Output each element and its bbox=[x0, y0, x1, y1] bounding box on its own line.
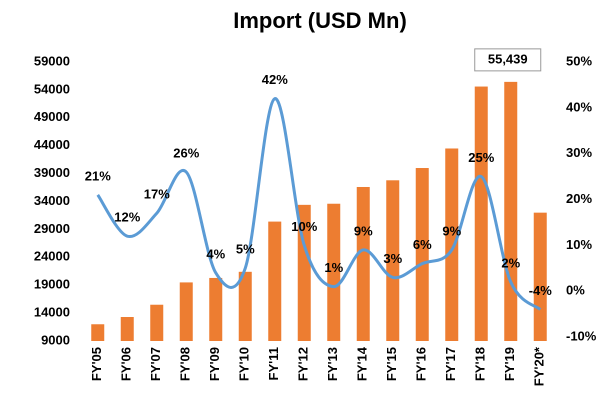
data-label-box bbox=[474, 48, 542, 72]
bar bbox=[120, 317, 134, 341]
x-tick-label: FY'16 bbox=[414, 347, 429, 381]
x-tick-label: FY'19 bbox=[502, 347, 517, 381]
bar bbox=[356, 186, 370, 341]
bar bbox=[445, 148, 459, 341]
bar bbox=[297, 204, 311, 341]
data-label: 3% bbox=[383, 251, 402, 266]
data-label: 9% bbox=[442, 223, 461, 238]
bar bbox=[533, 212, 547, 341]
x-tick-label: FY'18 bbox=[473, 347, 488, 381]
x-tick-label: FY'10 bbox=[237, 347, 252, 381]
y-tick-label: 54000 bbox=[34, 81, 70, 96]
bar bbox=[238, 271, 252, 341]
y2-tick-label: 50% bbox=[566, 53, 592, 68]
chart-title: Import (USD Mn) bbox=[233, 8, 407, 33]
y-tick-label: 49000 bbox=[34, 109, 70, 124]
data-label: 1% bbox=[324, 260, 343, 275]
bar bbox=[386, 180, 400, 341]
data-label: 25% bbox=[468, 150, 494, 165]
data-label: 10% bbox=[291, 219, 317, 234]
bar bbox=[474, 86, 488, 341]
data-label: 55,439 bbox=[488, 51, 528, 66]
data-label: -4% bbox=[529, 283, 553, 298]
x-tick-label: FY'08 bbox=[178, 347, 193, 381]
y-tick-label: 59000 bbox=[34, 53, 70, 68]
y-tick-label: 34000 bbox=[34, 193, 70, 208]
bar bbox=[268, 221, 282, 341]
y-tick-label: 14000 bbox=[34, 305, 70, 320]
y2-tick-label: 40% bbox=[566, 99, 592, 114]
line bbox=[96, 97, 542, 311]
bar bbox=[415, 168, 429, 341]
y-tick-label: 9000 bbox=[41, 332, 70, 347]
data-label: 42% bbox=[262, 72, 288, 87]
bar bbox=[327, 203, 341, 341]
y-tick-label: 39000 bbox=[34, 165, 70, 180]
data-label: 5% bbox=[236, 242, 255, 257]
x-tick-label: FY'17 bbox=[443, 347, 458, 381]
bar bbox=[91, 324, 105, 341]
y-tick-label: 29000 bbox=[34, 221, 70, 236]
x-tick-label: FY'09 bbox=[207, 347, 222, 381]
x-tick-label: FY'05 bbox=[89, 347, 104, 381]
data-label: 17% bbox=[144, 187, 170, 202]
y2-tick-label: 20% bbox=[566, 191, 592, 206]
data-label: 21% bbox=[85, 168, 111, 183]
data-label: 6% bbox=[413, 237, 432, 252]
x-tick-label: FY'15 bbox=[384, 347, 399, 381]
data-label: 2% bbox=[501, 255, 520, 270]
y2-tick-label: 30% bbox=[566, 145, 592, 160]
y2-tick-label: -10% bbox=[566, 328, 597, 343]
x-tick-label: FY'13 bbox=[325, 347, 340, 381]
y2-tick-label: 0% bbox=[566, 283, 585, 298]
x-tick-label: FY'06 bbox=[119, 347, 134, 381]
y-tick-label: 19000 bbox=[34, 277, 70, 292]
bar bbox=[179, 282, 193, 341]
bar bbox=[150, 304, 164, 341]
x-tick-label: FY'14 bbox=[355, 346, 370, 381]
x-tick-label: FY'07 bbox=[148, 347, 163, 381]
bar bbox=[209, 277, 223, 341]
data-label: 26% bbox=[173, 145, 199, 160]
y2-tick-label: 10% bbox=[566, 237, 592, 252]
data-label: 9% bbox=[354, 223, 373, 238]
y-tick-label: 44000 bbox=[34, 137, 70, 152]
bar bbox=[504, 81, 518, 342]
data-label: 4% bbox=[206, 246, 225, 261]
data-label: 12% bbox=[114, 210, 140, 225]
x-tick-label: FY'11 bbox=[266, 347, 281, 380]
y-tick-label: 24000 bbox=[34, 249, 70, 264]
x-tick-label: FY'20* bbox=[532, 346, 547, 386]
x-tick-label: FY'12 bbox=[296, 347, 311, 381]
